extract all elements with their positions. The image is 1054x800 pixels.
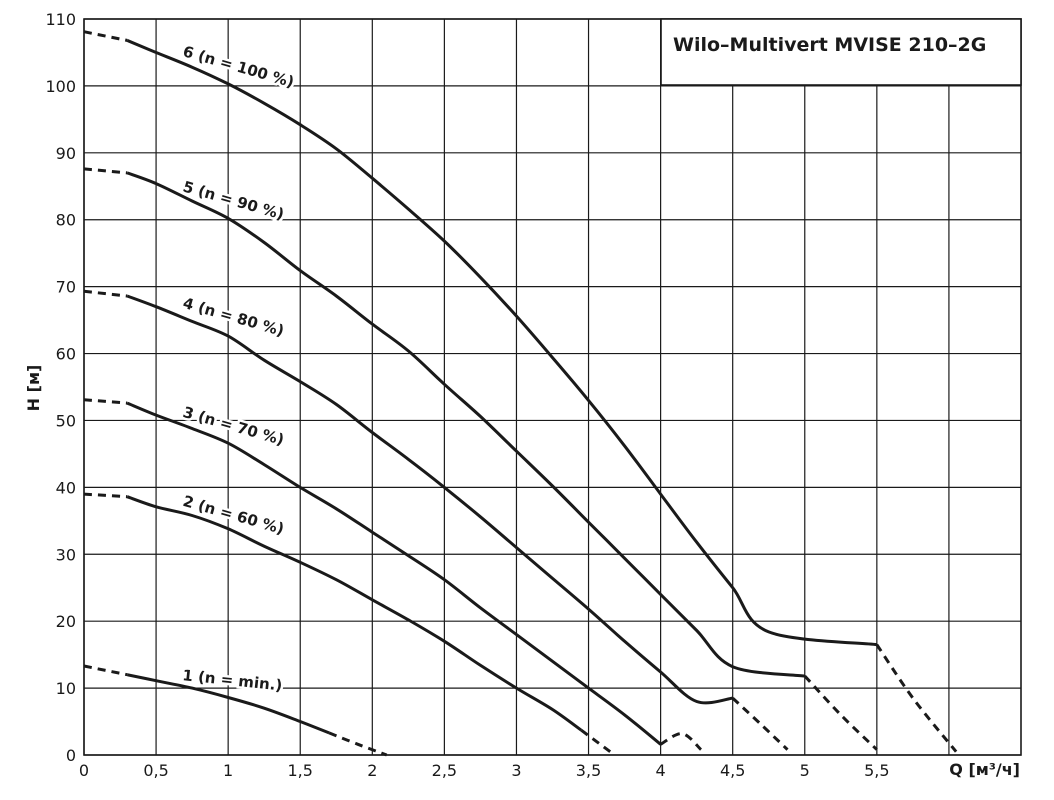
series-4-line [126,294,733,705]
x-tick-label: 2,5 [432,761,457,780]
y-axis-label: H [м] [24,365,43,412]
series-2-dash-end [580,728,612,753]
y-tick-label: 40 [56,478,76,497]
series-5-dash-end [803,674,878,751]
y-tick-label: 0 [66,746,76,765]
x-tick-label: 0 [79,761,89,780]
series-2-dash-start [83,492,128,499]
x-tick-label: 0,5 [143,761,168,780]
series-3-dash-end [659,732,703,751]
x-tick-label: 3,5 [576,761,601,780]
y-tick-label: 70 [56,278,76,297]
y-tick-label: 110 [45,10,76,29]
series-6-dash-end [875,643,958,753]
series-3-line [126,401,662,746]
series-2-line [126,495,583,732]
curve-layer [83,30,958,757]
x-tick-label: 4,5 [720,761,745,780]
x-tick-label: 4 [656,761,666,780]
x-tick-label: 5 [800,761,810,780]
series-5-line [126,171,805,678]
plot-frame [83,18,1022,756]
y-tick-label: 60 [56,345,76,364]
series-label-4: 4 (n = 80 %) [181,294,286,340]
x-tick-label: 5,5 [864,761,889,780]
series-6-dash-start [83,30,128,42]
series-label-5: 5 (n = 90 %) [181,178,286,224]
series-3-dash-start [83,398,128,405]
y-tick-label: 80 [56,211,76,230]
chart-title: Wilo–Multivert MVISE 210–2G [673,34,986,56]
y-tick-label: 90 [56,144,76,163]
series-1-line [126,673,330,735]
series-4-dash-end [731,697,789,751]
series-label-6: 6 (n = 100 %) [181,42,296,91]
series-label-3: 3 (n = 70 %) [181,403,286,449]
y-tick-label: 50 [56,411,76,430]
x-tick-label: 1,5 [288,761,313,780]
tick-label-layer: 0 0,5 1 1,5 2 2,5 3 3,5 4 4,5 5 5,5 0 10 20 30 40 50 60 70 8… [45,10,889,780]
series-5-dash-start [83,167,128,175]
series-4-dash-start [83,289,128,298]
x-axis-label: Q [м³/ч] [949,760,1020,779]
y-tick-label: 20 [56,612,76,631]
series-1-dash-end [328,731,388,757]
series-6-line [126,39,877,647]
x-tick-label: 1 [223,761,233,780]
y-tick-label: 10 [56,679,76,698]
x-tick-label: 2 [367,761,377,780]
y-tick-label: 100 [45,77,76,96]
title-box [660,18,1022,86]
y-tick-label: 30 [56,545,76,564]
x-tick-label: 3 [511,761,521,780]
grid-layer [83,18,1022,756]
series-1-dash-start [83,664,128,677]
